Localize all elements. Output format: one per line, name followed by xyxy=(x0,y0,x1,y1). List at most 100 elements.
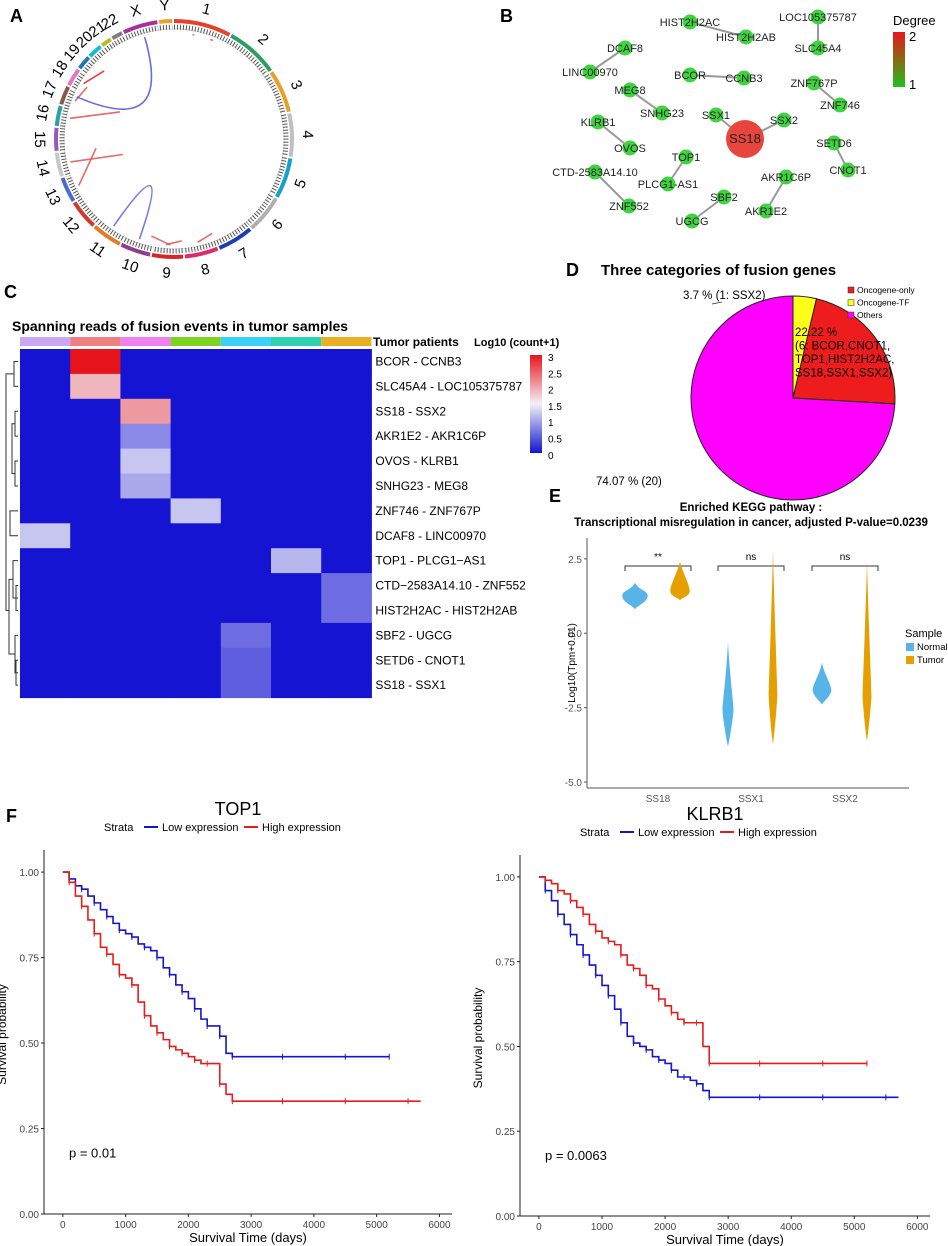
panel-label-d: D xyxy=(566,260,579,280)
node-label-ovos: OVOS xyxy=(614,143,646,155)
heat-cell-r3-c3 xyxy=(170,423,222,450)
heat-cell-r7-c4 xyxy=(220,523,272,549)
heat-row-label-12: SETD6 - CNOT1 xyxy=(375,653,465,667)
heat-cell-r9-c2 xyxy=(120,573,172,599)
node-znf746 xyxy=(832,97,848,113)
km-pvalue: p = 0.01 xyxy=(69,1146,116,1161)
chrom-8-arc xyxy=(184,246,219,259)
pie-label-others-0: 74.07 % (20) xyxy=(596,476,662,488)
violin-xtick-ss18: SS18 xyxy=(646,794,671,805)
chrom-20-arc xyxy=(88,44,102,58)
heat-cell-r13-c6 xyxy=(321,672,372,699)
edge-ctd-2583a14-10-znf552 xyxy=(594,171,630,207)
pie-legend-swatch-oncogene-tf xyxy=(847,299,855,306)
chrom-14-label: 14 xyxy=(33,158,53,178)
chrom-4-arc xyxy=(287,113,294,157)
node-plcg1-as1 xyxy=(660,176,676,192)
heat-cell-r12-c5 xyxy=(271,647,322,674)
sig-label-ss18: ** xyxy=(654,552,662,563)
fusion-link-5 xyxy=(70,153,123,163)
heat-cell-r10-c5 xyxy=(271,598,322,624)
chrom-3-ideogram xyxy=(264,74,286,114)
heat-cell-r6-c1 xyxy=(70,498,121,524)
heat-cell-r7-c5 xyxy=(271,523,322,549)
km-legend-title: Strata xyxy=(580,827,610,839)
heat-cell-r5-c3 xyxy=(170,473,222,499)
degree-colorbar xyxy=(893,32,905,87)
patient-bar-4 xyxy=(170,337,221,346)
heat-row-label-2: SS18 - SSX2 xyxy=(375,404,446,418)
heat-cell-r9-c5 xyxy=(271,573,322,599)
km-xtick-2: 2000 xyxy=(654,1222,677,1233)
heat-cell-r9-c4 xyxy=(220,573,272,599)
pie-legend-label-others: Others xyxy=(857,310,883,320)
heat-cell-r6-c0 xyxy=(20,498,71,524)
km-plot-klrb1: KLRB1 Strata Low expression High expression… xyxy=(471,804,930,1246)
node-ovos xyxy=(622,140,638,156)
heat-cell-r11-c1 xyxy=(70,622,121,649)
node-loc105375787 xyxy=(810,9,826,25)
chrom-11-label: 11 xyxy=(86,238,108,261)
pie-label-leader xyxy=(711,301,723,305)
fusion-link-11 xyxy=(165,240,182,246)
km-ytick-2: 0.50 xyxy=(20,1039,40,1050)
km-legend-label-high-expression: High expression xyxy=(738,827,817,839)
node-klrb1 xyxy=(590,114,606,130)
chrom-13-ideogram xyxy=(65,175,81,200)
node-label-ssx1: SSX1 xyxy=(702,110,730,122)
heat-cell-r4-c0 xyxy=(20,448,71,474)
heat-cell-r13-c2 xyxy=(120,672,172,699)
heat-legend-tick-0: 3 xyxy=(548,353,554,364)
chrom-9-label: 9 xyxy=(162,265,171,282)
heat-cell-r1-c5 xyxy=(271,373,322,400)
dendro-branch-8 xyxy=(15,659,18,686)
node-bcor xyxy=(682,67,698,83)
node-label-top1: TOP1 xyxy=(672,152,701,164)
heat-cell-r11-c5 xyxy=(271,622,322,649)
heat-cell-r6-c2 xyxy=(120,498,172,524)
dendro-branch-6 xyxy=(15,585,18,611)
heat-cell-r2-c3 xyxy=(170,398,222,425)
node-label-ctd-2583a14-10: CTD-2583A14.10 xyxy=(552,167,638,179)
heatmap-legend-ticks: 3 2.5 2 1.5 1 0.5 0 xyxy=(548,353,562,462)
chrom-X-arc xyxy=(122,20,158,35)
chrom-15-arc xyxy=(54,127,59,152)
chrom-12-label: 12 xyxy=(59,213,83,237)
chrom-12-ideogram xyxy=(77,197,100,223)
heat-cell-r1-c0 xyxy=(20,373,71,400)
node-label-dcaf8: DCAF8 xyxy=(607,43,643,55)
chrom-9-arc xyxy=(151,252,184,259)
violin-normal-ssx2 xyxy=(812,663,832,705)
chrom-20-ideogram xyxy=(92,49,106,63)
pie-label-oncogene-only-3: SS18,SSX1,SSX2) xyxy=(795,368,892,380)
heat-cell-r7-c1 xyxy=(70,523,121,549)
heat-cell-r0-c0 xyxy=(20,349,71,375)
pie-label-oncogene-only-1: (6: BCOR,CNOT1, xyxy=(795,341,890,353)
violin-tumor-ss18 xyxy=(670,561,690,601)
km-xtick-1: 1000 xyxy=(114,1220,137,1231)
node-label-loc105375787: LOC105375787 xyxy=(779,12,857,24)
fusion-link-1 xyxy=(209,38,214,42)
violin-chart: 2.5 0.0 -2.5 -5.0 Log10(Tpm+0.01) SS18 ** SSX1 n… xyxy=(565,538,948,805)
fusion-link-4 xyxy=(69,111,121,120)
chrom-Y-label: Y xyxy=(159,0,170,15)
violin-normal-ss18 xyxy=(622,582,648,610)
dendro-branch-10 xyxy=(5,373,14,611)
dendro-branch-9 xyxy=(8,578,15,655)
heat-cell-r7-c2 xyxy=(120,523,172,549)
km-xtick-3: 3000 xyxy=(717,1222,740,1233)
heat-cell-r9-c1 xyxy=(70,573,121,599)
chrom-1-label: 1 xyxy=(200,0,212,19)
node-hist2h2ac xyxy=(682,14,698,30)
panel-label-c: C xyxy=(4,282,17,302)
chrom-2-label: 2 xyxy=(254,30,272,48)
heat-cell-r3-c5 xyxy=(271,423,322,450)
chrom-Y-arc xyxy=(158,19,173,24)
violin-ytick-2: -2.5 xyxy=(565,704,583,715)
heat-cell-r2-c2 xyxy=(120,398,172,425)
heat-cell-r8-c2 xyxy=(120,548,172,574)
violin-ytick-0: 2.5 xyxy=(568,555,582,566)
